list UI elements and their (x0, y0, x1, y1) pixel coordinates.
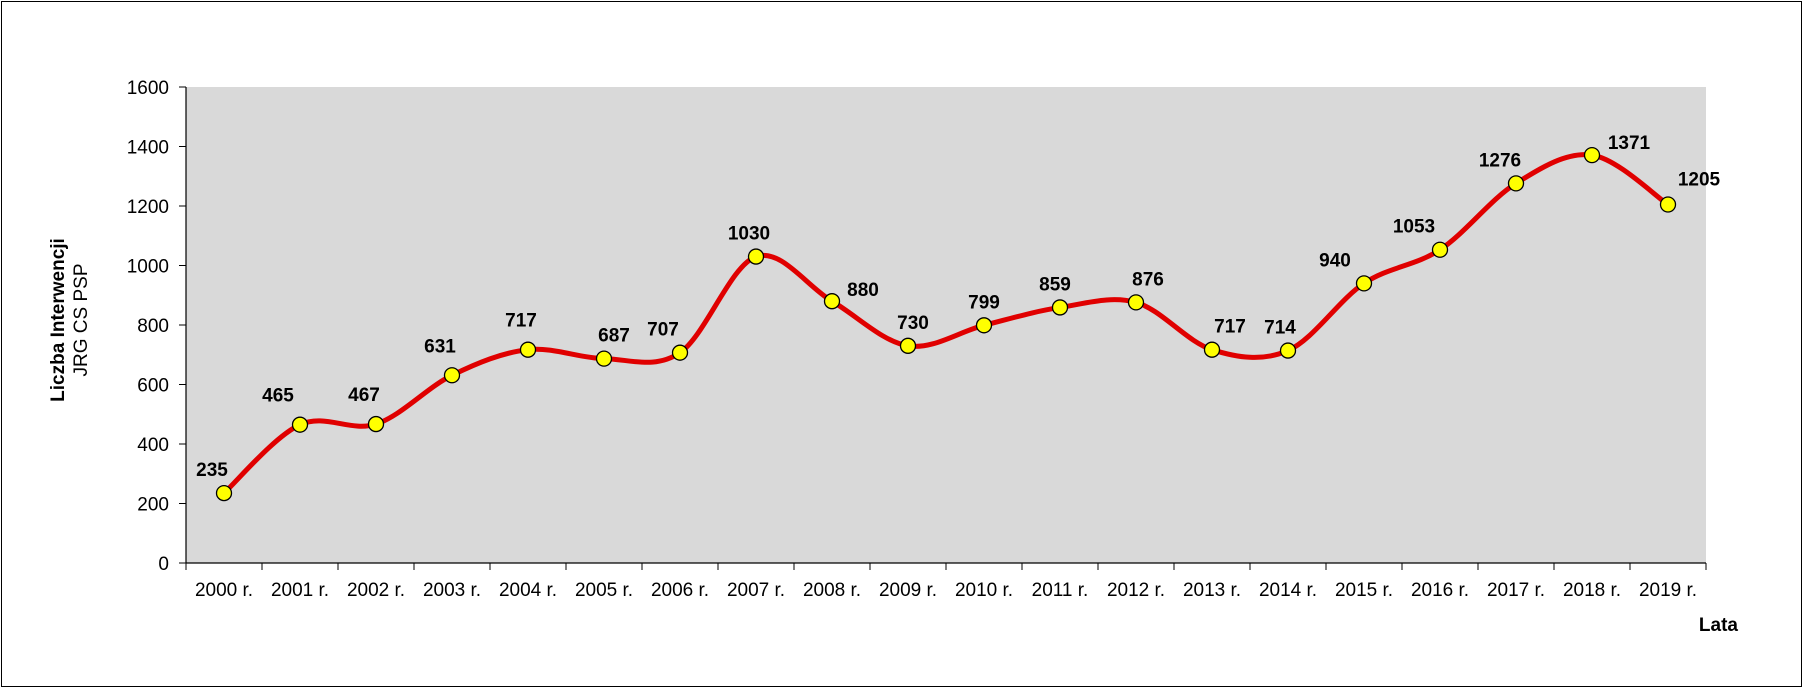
data-point (899, 337, 917, 354)
x-tick-label: 2013 r. (1183, 580, 1241, 601)
x-tick-label: 2011 r. (1032, 580, 1089, 601)
data-labels: 235 465 467 631 717 687 707 1030 880 730 799 859 876… (196, 133, 1720, 481)
y-tick-label: 200 (137, 495, 169, 516)
y-tick-label: 0 (158, 554, 169, 575)
x-axis-title: Lata (1699, 615, 1739, 636)
x-tick-labels: 2000 r. 2001 r. 2002 r. 2003 r. 2004 r. 2005 … (195, 580, 1697, 601)
data-label: 859 (1039, 274, 1071, 295)
data-label: 880 (847, 280, 879, 301)
x-tick-label: 2002 r. (347, 580, 405, 601)
data-point (1355, 275, 1373, 292)
data-label: 876 (1132, 269, 1164, 290)
data-point (671, 344, 689, 361)
y-tick-labels: 0 200 400 600 800 1000 1200 1400 1600 (127, 78, 169, 575)
data-label: 1030 (728, 224, 770, 245)
data-label: 707 (647, 320, 679, 341)
data-label: 1205 (1678, 170, 1721, 191)
data-label: 467 (348, 385, 380, 406)
y-tick-label: 400 (137, 435, 169, 456)
x-tick-label: 2019 r. (1639, 580, 1697, 601)
y-tick-label: 800 (137, 316, 169, 337)
x-tick-label: 2005 r. (575, 580, 633, 601)
x-tick-label: 2001 r. (271, 580, 329, 601)
data-label: 799 (968, 292, 1000, 313)
x-tick-label: 2007 r. (727, 580, 785, 601)
data-label: 465 (262, 386, 294, 407)
x-tick-label: 2015 r. (1335, 580, 1393, 601)
x-tick-label: 2012 r. (1107, 580, 1165, 601)
y-tick-label: 1600 (127, 78, 169, 99)
data-label: 717 (505, 311, 537, 332)
x-tick-label: 2000 r. (195, 580, 253, 601)
data-point (823, 293, 841, 310)
data-point (519, 341, 537, 358)
x-tick-label: 2017 r. (1487, 580, 1545, 601)
data-point (291, 416, 309, 433)
data-point (595, 350, 613, 367)
x-tick-label: 2003 r. (423, 580, 481, 601)
data-point (1659, 196, 1677, 213)
data-point (443, 367, 461, 384)
data-markers (215, 146, 1677, 502)
data-label: 730 (897, 313, 929, 334)
data-point (975, 317, 993, 334)
data-point (367, 415, 385, 433)
x-tick-label: 2014 r. (1259, 580, 1317, 601)
data-point (1051, 299, 1069, 316)
data-label: 717 (1214, 317, 1246, 338)
data-label: 1276 (1479, 150, 1521, 171)
data-label: 1053 (1393, 217, 1435, 238)
y-axis-title-line1: Liczba Interwencji (48, 238, 69, 402)
y-tick-label: 1400 (127, 138, 169, 159)
data-point (1203, 341, 1221, 358)
data-point (1507, 175, 1525, 192)
axes (179, 86, 1707, 570)
data-label: 235 (196, 460, 228, 481)
data-point (1279, 342, 1297, 359)
y-axis-title-line2: JRG CS PSP (71, 264, 92, 377)
x-tick-label: 2016 r. (1411, 580, 1469, 601)
data-label: 687 (598, 326, 630, 347)
data-label: 631 (424, 336, 456, 357)
x-tick-label: 2006 r. (651, 580, 709, 601)
data-label: 1371 (1608, 133, 1651, 154)
data-point (215, 484, 233, 502)
data-point (1431, 241, 1449, 258)
x-tick-label: 2008 r. (803, 580, 861, 601)
x-tick-label: 2010 r. (955, 580, 1013, 601)
y-tick-label: 600 (137, 376, 169, 397)
x-tick-label: 2004 r. (499, 580, 557, 601)
data-point (1583, 146, 1601, 164)
data-label: 940 (1319, 250, 1351, 271)
y-tick-label: 1200 (127, 197, 169, 218)
y-tick-label: 1000 (127, 257, 169, 278)
x-tick-label: 2009 r. (879, 580, 937, 601)
data-point (747, 248, 765, 265)
plot-area (186, 87, 1706, 563)
x-tick-label: 2018 r. (1563, 580, 1621, 601)
data-label: 714 (1264, 318, 1296, 339)
data-point (1127, 294, 1145, 311)
